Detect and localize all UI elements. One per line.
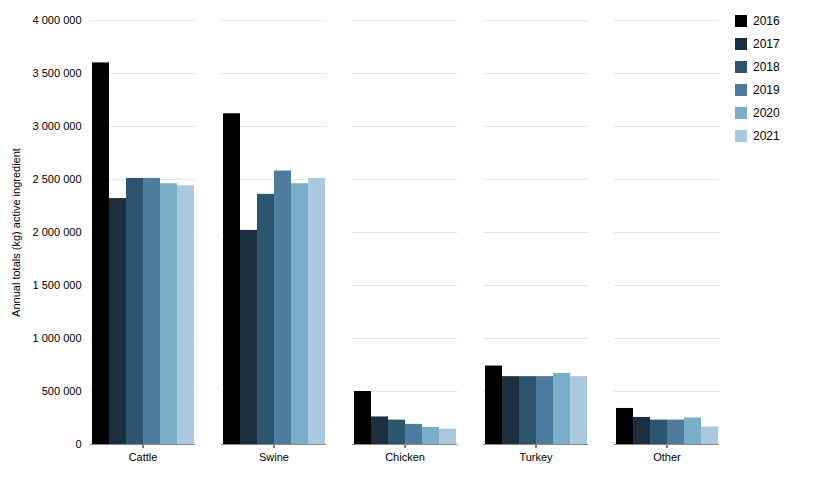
- svg-text:2 500 000: 2 500 000: [33, 173, 82, 185]
- html-text:2017: 2017: [753, 37, 780, 51]
- html-text:2016: 2016: [753, 14, 780, 28]
- svg-text:1 500 000: 1 500 000: [33, 279, 82, 291]
- html-text:2021: 2021: [753, 129, 780, 143]
- html-text:2018: 2018: [753, 60, 780, 74]
- html-text:2020: 2020: [753, 106, 780, 120]
- svg-text:1 000 000: 1 000 000: [33, 332, 82, 344]
- svg-text:Chicken: Chicken: [385, 451, 425, 463]
- svg-text:3 000 000: 3 000 000: [33, 120, 82, 132]
- svg-text:4 000 000: 4 000 000: [33, 14, 82, 26]
- svg-text:2 000 000: 2 000 000: [33, 226, 82, 238]
- svg-text:Annual totals (kg) active ingr: Annual totals (kg) active ingredient: [10, 148, 22, 317]
- svg-text:Other: Other: [653, 451, 681, 463]
- svg-text:0: 0: [75, 438, 81, 450]
- svg-text:500 000: 500 000: [42, 385, 82, 397]
- html-text:2019: 2019: [753, 83, 780, 97]
- svg-text:3 500 000: 3 500 000: [33, 67, 82, 79]
- svg-text:Cattle: Cattle: [129, 451, 158, 463]
- svg-text:Turkey: Turkey: [519, 451, 553, 463]
- svg-text:Swine: Swine: [259, 451, 289, 463]
